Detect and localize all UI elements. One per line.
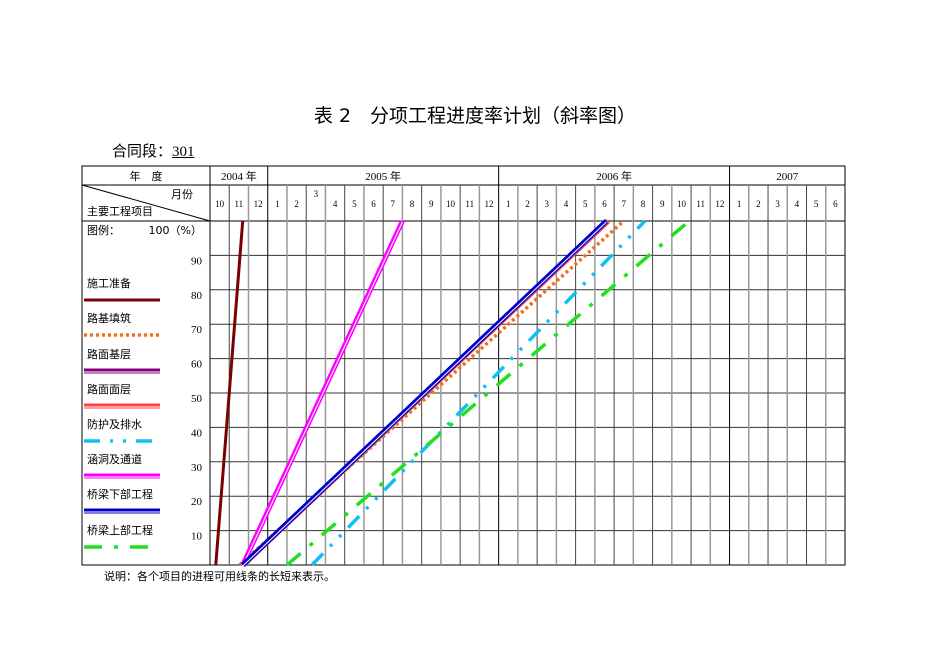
month-label: 7 [621,199,626,209]
legend-item-label: 施工准备 [87,276,131,290]
y-tick-label: 80 [191,290,203,302]
series-line-inner [242,221,607,567]
contract-number: 301 [172,144,195,160]
month-label: 12 [254,199,263,209]
y-tick-label: 40 [191,427,203,439]
series-line [214,220,245,566]
month-label: 12 [485,199,494,209]
month-label: 9 [429,199,434,209]
footnote: 说明：各个项目的进程可用线条的长短来表示。 [104,570,335,583]
month-label: 4 [795,199,800,209]
year-label: 2006 年 [596,169,632,183]
year-label: 2005 年 [365,169,401,183]
y-tick-label: 10 [191,531,203,543]
month-header-label: 月份 [171,188,193,201]
month-label: 4 [333,199,338,209]
month-label: 4 [564,199,569,209]
month-label: 6 [602,199,607,209]
legend-item-label: 路面基层 [87,348,131,361]
page-title: 表 2 分项工程进度率计划（斜率图） [313,105,637,127]
month-label: 10 [677,199,687,209]
series-line [310,219,647,567]
month-label: 3 [775,199,780,209]
series-line-inner [242,221,403,567]
month-label: 1 [506,199,511,209]
month-label: 2 [756,199,761,209]
month-label: 2 [294,199,299,209]
month-label: 11 [235,199,244,209]
month-label: 1 [275,199,280,209]
y-tick-label: 30 [191,462,203,474]
y-tick-label: 70 [191,324,203,336]
month-label: 8 [410,199,415,209]
month-label: 2 [525,199,530,209]
month-label: 11 [696,199,705,209]
month-label: 11 [465,199,474,209]
month-label: 5 [352,199,357,209]
y-tick-label: 100（%） [149,224,202,237]
month-label: 7 [391,199,396,209]
month-label: 6 [371,199,376,209]
month-label: 5 [814,199,819,209]
table-border [81,165,846,566]
month-label: 6 [833,199,838,209]
month-label: 8 [641,199,646,209]
month-label: 3 [544,199,549,209]
y-tick-label: 20 [191,496,203,508]
legend-item-label: 桥梁上部工程 [87,523,153,537]
item-header-label: 主要工程项目 [87,205,153,218]
contract-label: 合同段： [112,142,173,160]
y-tick-label: 60 [191,359,203,371]
month-label: 9 [660,199,665,209]
legend-item-label: 涵洞及通道 [87,452,142,466]
legend-label: 图例： [87,223,120,237]
year-label: 2004 年 [221,169,257,183]
legend-item-label: 路面面层 [87,383,131,396]
month-label: 3 [314,189,319,199]
y-tick-label: 90 [191,255,203,267]
y-tick-label: 50 [191,393,203,405]
year-header-label: 年 度 [130,169,163,183]
contract-section: 合同段：301 [112,140,195,161]
year-label: 2007 [776,171,799,183]
month-label: 10 [215,199,225,209]
month-label: 5 [583,199,588,209]
legend-item-label: 防护及排水 [87,417,142,431]
month-label: 12 [715,199,724,209]
legend-item-label: 路基填筑 [87,311,131,325]
month-label: 1 [737,199,742,209]
header-diagonal [81,184,211,222]
month-label: 10 [446,199,456,209]
legend-item-label: 桥梁下部工程 [87,487,153,501]
series-line [240,219,609,567]
